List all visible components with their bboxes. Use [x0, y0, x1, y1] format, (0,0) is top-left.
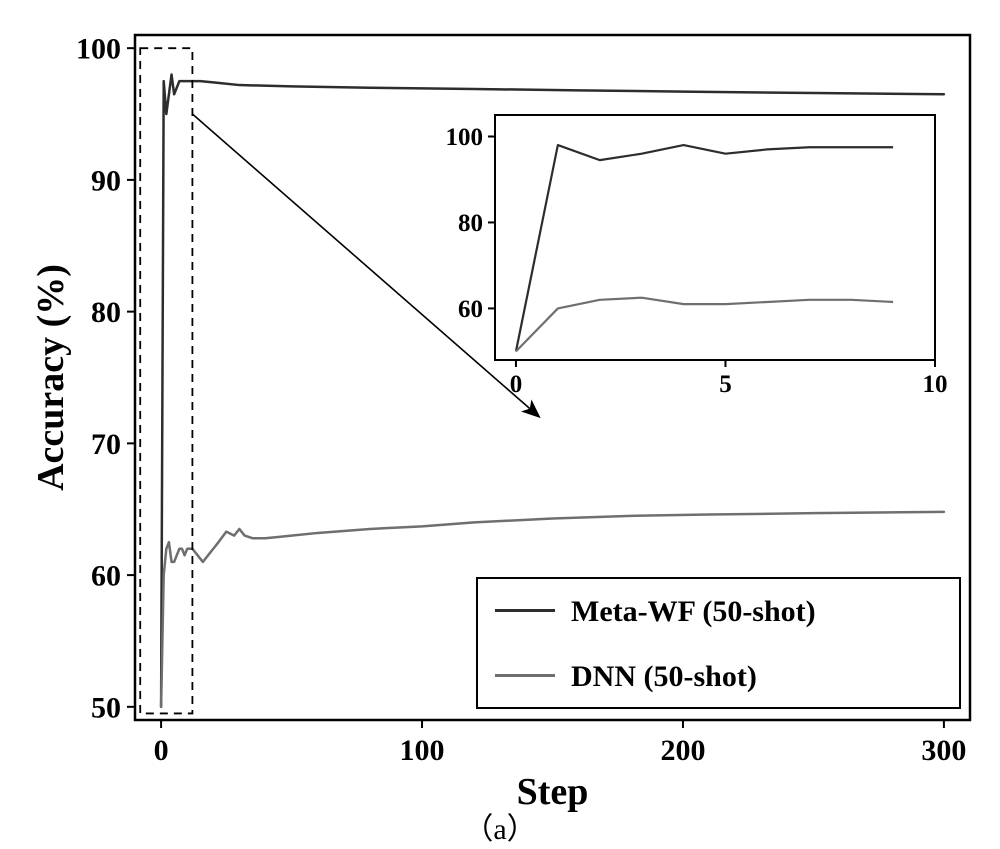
inset-ytick-label: 60	[458, 296, 483, 323]
inset-ytick-label: 100	[446, 124, 484, 151]
y-axis-label: Accuracy (%)	[30, 264, 72, 491]
xtick-label: 100	[400, 734, 445, 767]
legend-label: Meta-WF (50-shot)	[571, 595, 816, 628]
zoom-region-box	[140, 48, 192, 713]
inset-xtick-label: 5	[719, 371, 732, 398]
ytick-label: 90	[91, 164, 121, 197]
inset-xtick-label: 10	[923, 371, 948, 398]
inset-ytick-label: 80	[458, 210, 483, 237]
zoom-arrow	[192, 114, 539, 417]
ytick-label: 70	[91, 428, 121, 461]
ytick-label: 80	[91, 296, 121, 329]
x-axis-label: Step	[517, 771, 589, 813]
xtick-label: 200	[660, 734, 705, 767]
inset-xtick-label: 0	[510, 371, 523, 398]
xtick-label: 0	[154, 734, 169, 767]
figure-caption: （a）	[463, 813, 536, 846]
figure-container: 0 100 200 300 50 60 70 80 90 100 Step Accuracy (%) 0…	[0, 0, 1000, 849]
xtick-label: 300	[921, 734, 966, 767]
ytick-label: 60	[91, 560, 121, 593]
ytick-label: 50	[91, 691, 121, 724]
ytick-label: 100	[76, 33, 121, 66]
legend-label: DNN (50-shot)	[571, 660, 757, 693]
chart-svg: 0 100 200 300 50 60 70 80 90 100 Step Accuracy (%) 0…	[0, 0, 1000, 849]
